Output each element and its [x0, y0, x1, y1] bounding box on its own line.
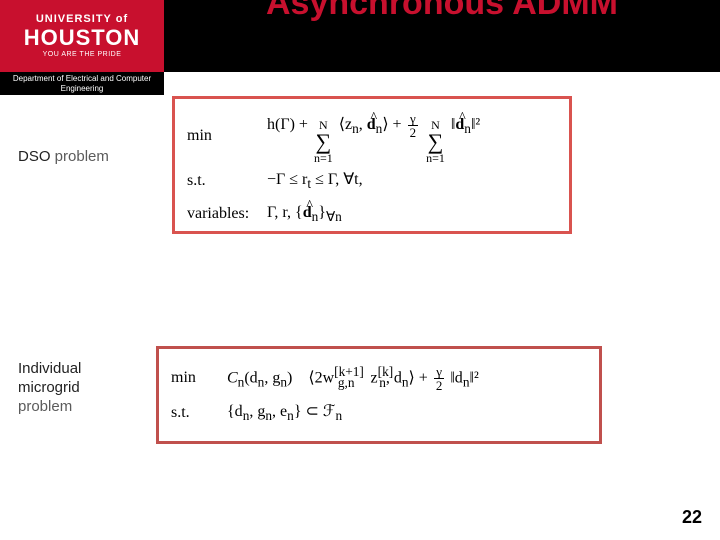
- inner-close-plus: ⟩ +: [382, 116, 405, 133]
- logo-line1: UNIVERSITY of: [36, 14, 128, 25]
- sum-symbol-2: N∑n=1: [426, 120, 445, 164]
- logo-line2: HOUSTON: [24, 27, 141, 49]
- dn2: , d: [386, 369, 402, 386]
- norm-close: ‖²: [471, 116, 480, 133]
- inner2-open: ⟨2w: [308, 369, 334, 386]
- page-number: 22: [682, 507, 702, 528]
- dso-constraint: −Γ ≤ rt ≤ Γ, ∀t,: [267, 164, 363, 198]
- dhat2: d: [455, 116, 464, 133]
- university-logo: UNIVERSITY of HOUSTON YOU ARE THE PRIDE: [0, 0, 164, 72]
- microgrid-formula-box: min Cn(dn, gn) ⟨2w[k+1]g,n z[k]n, dn⟩ + …: [156, 346, 602, 444]
- dso-problem-label: DSO problem: [18, 148, 109, 167]
- gn2: , g: [249, 403, 265, 420]
- gn-sub: n: [280, 375, 287, 390]
- frac-den2: 2: [434, 379, 445, 392]
- set-open: {d: [227, 403, 243, 420]
- slide-title: Asynchronous ADMM: [164, 0, 720, 20]
- frac-num2: γ: [434, 365, 444, 379]
- sum-symbol-1: N∑n=1: [314, 120, 333, 164]
- dhat: d: [367, 116, 376, 133]
- comma: ,: [359, 116, 367, 133]
- Fn-sub: n: [335, 408, 342, 423]
- min-label2: min: [171, 362, 217, 394]
- frac-den: 2: [408, 126, 419, 139]
- mg-st-line: s.t. {dn, gn, en} ⊂ ℱn: [171, 396, 587, 430]
- dso-rest: problem: [51, 148, 109, 165]
- sum-bottom: n=1: [314, 153, 333, 164]
- gamma-over-2b: γ2: [434, 365, 445, 392]
- vars-close: }: [318, 204, 326, 221]
- ind-line2: microgrid: [18, 379, 80, 396]
- en-sub: n: [287, 408, 294, 423]
- vars-dhat: d: [303, 204, 312, 221]
- slide-content: DSO problem min h(Γ) + N∑n=1 ⟨zn, dn⟩ + …: [0, 72, 720, 540]
- z-sub: n: [352, 121, 359, 136]
- C: C: [227, 369, 238, 386]
- dso-prefix: DSO: [18, 148, 51, 165]
- inner-open: ⟨z: [339, 116, 352, 133]
- gn: , g: [264, 369, 280, 386]
- z-sub2: n: [379, 375, 386, 390]
- close-paren: ): [287, 369, 292, 386]
- microgrid-problem-label: Individual microgrid problem: [18, 360, 81, 416]
- gamma-over-2: γ2: [408, 112, 419, 139]
- mg-objective: Cn(dn, gn) ⟨2w[k+1]g,n z[k]n, dn⟩ + γ2 ‖…: [227, 359, 479, 396]
- obj-h-term: h(Γ) +: [267, 116, 312, 133]
- mg-constraint: {dn, gn, en} ⊂ ℱn: [227, 396, 342, 430]
- set-close: } ⊂ ℱ: [294, 403, 336, 420]
- min-label: min: [187, 120, 257, 152]
- en: , e: [272, 403, 287, 420]
- dso-formula-box: min h(Γ) + N∑n=1 ⟨zn, dn⟩ + γ2 N∑n=1 ‖dn…: [172, 96, 572, 234]
- sum-bottom2: n=1: [426, 153, 445, 164]
- vars-a: Γ, r, {: [267, 204, 303, 221]
- header-bar: UNIVERSITY of HOUSTON YOU ARE THE PRIDE …: [0, 0, 720, 72]
- open-dn: (d: [244, 369, 257, 386]
- mg-min-line: min Cn(dn, gn) ⟨2w[k+1]g,n z[k]n, dn⟩ + …: [171, 359, 587, 396]
- inner2-close: ⟩ +: [409, 369, 432, 386]
- dso-st-line: s.t. −Γ ≤ rt ≤ Γ, ∀t,: [187, 164, 557, 198]
- cons-b: ≤ Γ, ∀t,: [311, 171, 363, 188]
- dso-variables: Γ, r, {dn}∀n: [267, 197, 342, 231]
- dso-min-line: min h(Γ) + N∑n=1 ⟨zn, dn⟩ + γ2 N∑n=1 ‖dn…: [187, 109, 557, 164]
- dso-objective: h(Γ) + N∑n=1 ⟨zn, dn⟩ + γ2 N∑n=1 ‖dn‖²: [267, 109, 480, 164]
- w-sub: g,n: [338, 375, 355, 390]
- vars-forall: ∀n: [326, 210, 342, 225]
- st-label: s.t.: [187, 165, 257, 197]
- cons-a: −Γ ≤ r: [267, 171, 307, 188]
- ind-line1: Individual: [18, 360, 81, 377]
- dso-vars-line: variables: Γ, r, {dn}∀n: [187, 197, 557, 231]
- zk: z: [371, 369, 378, 386]
- ind-line3: problem: [18, 398, 72, 415]
- vars-label: variables:: [187, 198, 257, 230]
- logo-tagline: YOU ARE THE PRIDE: [43, 51, 122, 58]
- dn2-sub: n: [402, 375, 409, 390]
- st-label2: s.t.: [171, 397, 217, 429]
- frac-num: γ: [408, 112, 418, 126]
- norm2-close: ‖²: [469, 369, 478, 386]
- norm2-open: ‖d: [450, 369, 463, 386]
